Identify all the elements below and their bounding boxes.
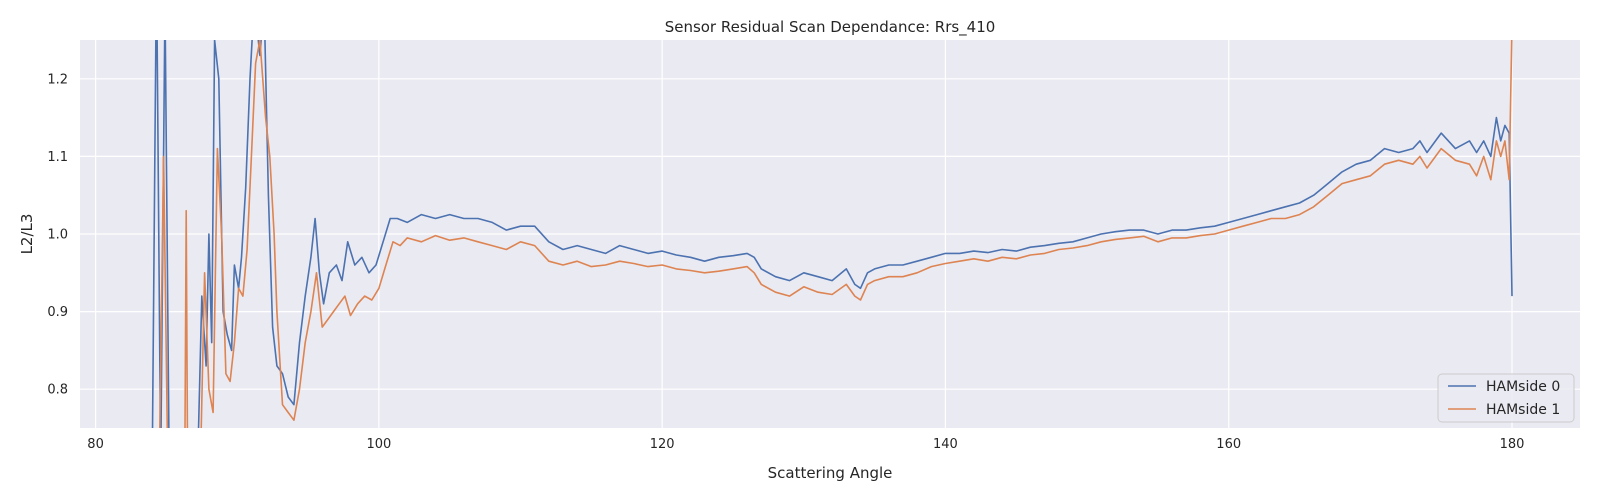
x-tick-label: 140: [933, 437, 958, 452]
series-layer: [151, 40, 1513, 428]
x-axis-title: Scattering Angle: [768, 464, 893, 482]
chart-title: Sensor Residual Scan Dependance: Rrs_410: [665, 18, 996, 37]
legend: HAMside 0 HAMside 1: [1437, 373, 1575, 423]
y-tick-label: 0.9: [47, 305, 68, 320]
y-axis-title: L2/L3: [18, 214, 36, 255]
x-tick-label: 80: [87, 437, 104, 452]
x-tick-labels: 80 100 120 140 160 180: [87, 437, 1524, 452]
grid-lines: [80, 40, 1580, 428]
series-line-hamside-0: [151, 40, 1513, 428]
x-tick-label: 160: [1216, 437, 1241, 452]
series-line-hamside-1: [159, 40, 1513, 428]
y-tick-label: 1.0: [47, 228, 68, 243]
y-tick-label: 1.2: [47, 72, 68, 87]
x-tick-label: 180: [1500, 437, 1525, 452]
y-tick-label: 0.8: [47, 383, 68, 398]
y-tick-label: 1.1: [47, 150, 68, 165]
x-tick-label: 100: [366, 437, 391, 452]
legend-label-hamside-0: HAMside 0: [1486, 379, 1560, 395]
x-tick-label: 120: [650, 437, 675, 452]
y-tick-labels: 0.8 0.9 1.0 1.1 1.2: [47, 72, 68, 397]
legend-label-hamside-1: HAMside 1: [1486, 402, 1560, 418]
